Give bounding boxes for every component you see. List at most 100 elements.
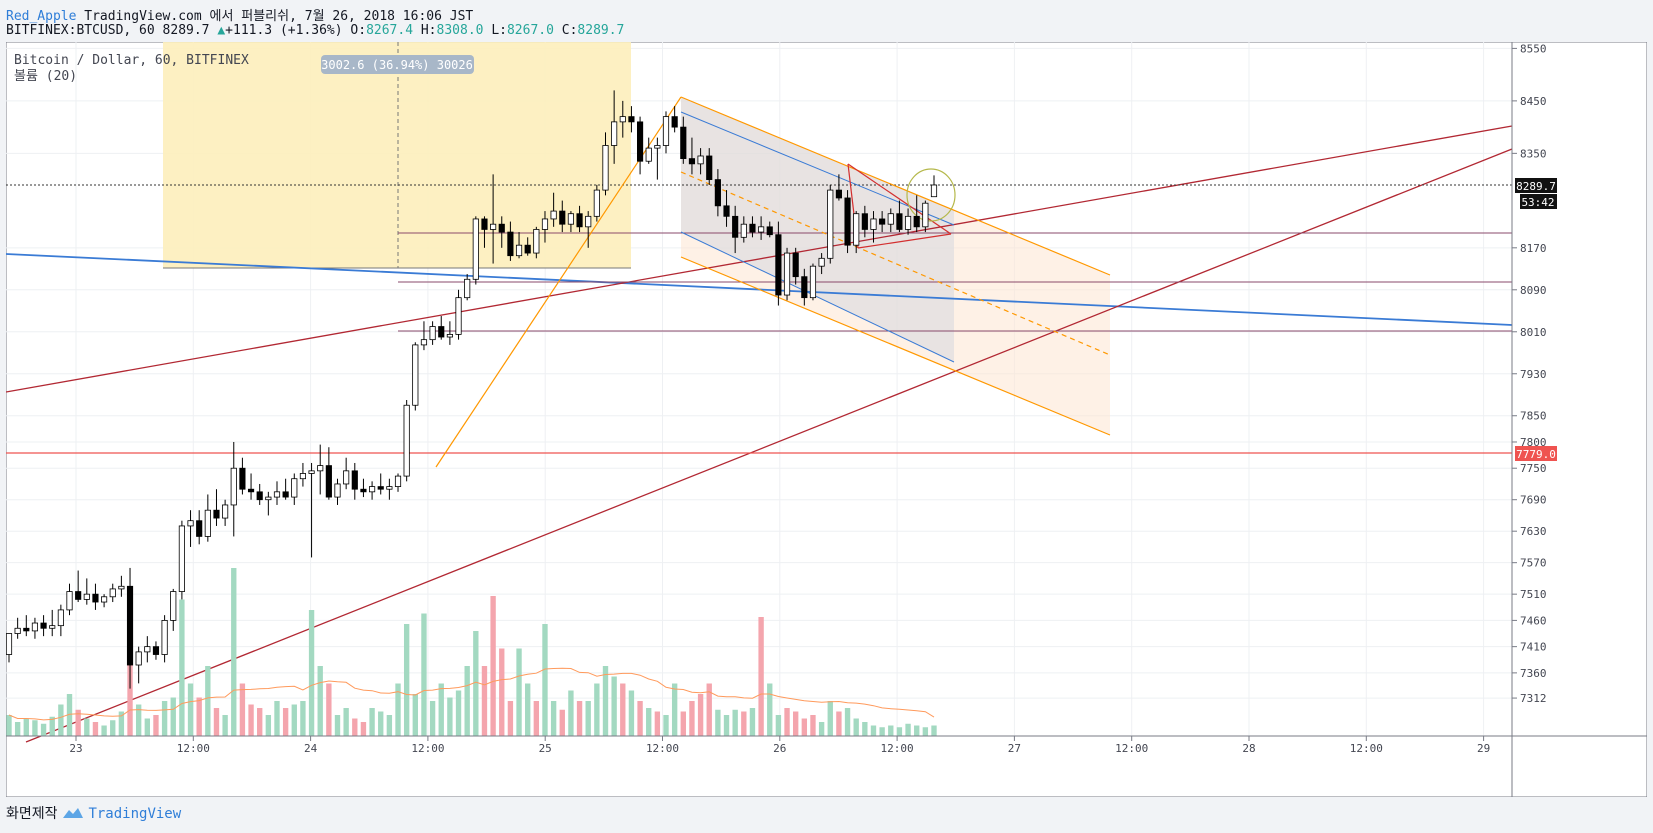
candle-body	[213, 509, 220, 519]
candle-body	[775, 234, 782, 296]
candle-body	[827, 189, 834, 259]
measure-label: 3002.6 (36.94%) 30026	[321, 58, 473, 72]
volume-bar	[473, 631, 479, 736]
candle-body	[801, 276, 808, 299]
volume-bar	[862, 722, 868, 736]
tradingview-brand[interactable]: TradingView	[88, 806, 182, 822]
candle-body	[429, 326, 436, 341]
candle-body	[196, 520, 203, 537]
volume-bar	[507, 701, 514, 736]
volume-bar	[576, 701, 583, 736]
last-price-badge	[1515, 178, 1557, 193]
time-axis[interactable]: 23 12:00 24 12:00 25 12:00 26 12:00 27 12:00 28 12:…	[69, 736, 1490, 755]
volume-bar	[213, 708, 220, 736]
candle-body	[930, 184, 938, 198]
candle-body	[585, 215, 592, 228]
chart-area[interactable]: 3002.6 (36.94%) 30026 8550 8450 8350 8170 80…	[5, 41, 1648, 798]
y-tick-label: 7460	[1520, 614, 1547, 627]
volume-bar	[40, 723, 47, 736]
y-tick-label: 7360	[1520, 667, 1547, 680]
candle-body	[835, 189, 842, 199]
volume-bar	[378, 711, 384, 736]
candle-body	[723, 205, 730, 217]
candle-body	[922, 202, 929, 228]
author-link[interactable]: Red_Apple	[6, 9, 77, 24]
volume-bar	[671, 683, 678, 736]
candle-body	[740, 223, 747, 238]
volume-bar	[481, 666, 488, 736]
volume-bar	[257, 708, 263, 736]
volume-bar	[334, 715, 341, 736]
volume-bar	[412, 694, 418, 736]
red-level-badge	[1515, 446, 1557, 461]
orange-channel-mid	[680, 171, 1111, 356]
candle-body	[844, 197, 851, 246]
volume-bar	[827, 701, 833, 736]
open-value: 8267.4	[366, 23, 414, 38]
volume-bar	[628, 690, 635, 736]
candle-body	[464, 278, 471, 299]
candlesticks	[5, 90, 938, 689]
candle-body	[101, 596, 108, 603]
volume-bar	[490, 596, 496, 736]
volume-bar	[14, 722, 21, 736]
volume-ma-line	[8, 667, 935, 721]
volume-bar	[110, 720, 116, 736]
candle-body	[628, 116, 635, 123]
change-value: +111.3 (+1.36%)	[225, 23, 343, 38]
candle-body	[438, 326, 445, 338]
close-value: 8289.7	[577, 23, 625, 38]
candle-body	[896, 213, 903, 230]
candle-body	[455, 297, 462, 335]
volume-bar	[585, 701, 591, 736]
y-tick-label: 7630	[1520, 525, 1547, 538]
volume-bar	[84, 718, 90, 736]
candle-body	[403, 404, 410, 477]
price-axis[interactable]: 8550 8450 8350 8170 8090 8010 7930 7850 7800 7750…	[1512, 42, 1547, 705]
candle-body	[559, 210, 566, 225]
candle-body	[31, 622, 39, 632]
candle-body	[818, 257, 825, 267]
candle-body	[66, 591, 73, 611]
candle-body	[887, 213, 894, 225]
tradingview-logo-icon[interactable]	[62, 806, 84, 822]
volume-bar	[343, 708, 349, 736]
candle-body	[481, 218, 488, 230]
volume-bar	[326, 683, 332, 736]
x-tick-label: 29	[1477, 742, 1490, 755]
candle-body	[118, 585, 125, 590]
volume-bar	[170, 697, 176, 736]
volume-bar	[421, 613, 427, 736]
y-tick-label: 8010	[1520, 326, 1547, 339]
open-label: O:	[350, 23, 367, 38]
candle-body	[386, 486, 393, 490]
volume-bar	[196, 697, 202, 736]
candle-body	[706, 155, 713, 180]
candle-body	[412, 344, 419, 406]
measure-zone	[163, 42, 631, 268]
volume-bar	[732, 709, 738, 736]
blue-channel-top	[680, 111, 955, 226]
candle-body	[230, 467, 237, 506]
volume-bar	[810, 715, 816, 736]
candle-body	[83, 593, 90, 600]
candle-body	[792, 252, 799, 278]
candle-body	[351, 470, 358, 490]
y-tick-label: 7570	[1520, 557, 1547, 570]
price-chart[interactable]: 3002.6 (36.94%) 30026 8550 8450 8350 8170 80…	[5, 41, 1648, 798]
candle-body	[135, 651, 142, 666]
candle-body	[360, 488, 367, 493]
volume-bar	[395, 683, 401, 736]
candle-body	[870, 218, 877, 230]
candle-body	[904, 215, 912, 230]
candle-body	[369, 486, 376, 493]
volume-bar	[836, 711, 842, 736]
volume-bar	[58, 704, 64, 736]
candle-body	[291, 478, 298, 498]
orange-channel-bottom	[680, 256, 1111, 436]
candle-body	[662, 116, 670, 146]
candle-body	[611, 121, 618, 146]
candle-body	[247, 488, 255, 493]
countdown-badge	[1520, 194, 1557, 209]
candle-body	[126, 585, 134, 666]
